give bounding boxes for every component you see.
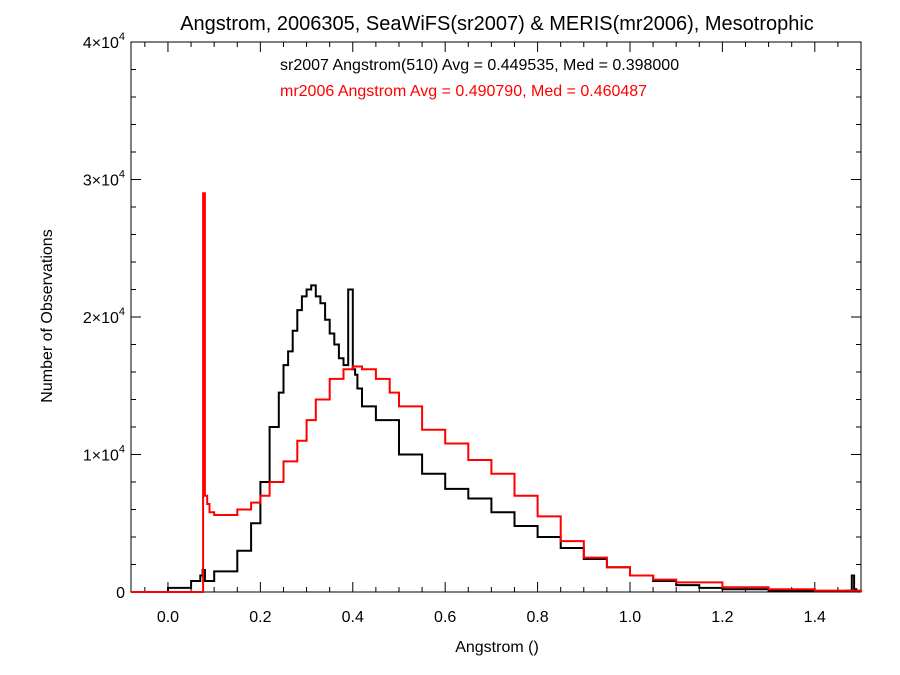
y-tick-label: 0 <box>116 585 125 602</box>
annotation-mr2006: mr2006 Angstrom Avg = 0.490790, Med = 0.… <box>280 83 647 100</box>
plot-area: 0.0 0.2 0.4 0.6 0.8 1.0 1.2 1.4 0 1×104 2×104 3×10… <box>83 31 862 626</box>
chart-title: Angstrom, 2006305, SeaWiFS(sr2007) & MER… <box>180 13 814 35</box>
x-tick-label: 0.0 <box>157 609 179 626</box>
x-tick-label: 0.8 <box>526 609 548 626</box>
annotation-sr2007: sr2007 Angstrom(510) Avg = 0.449535, Med… <box>280 57 679 74</box>
x-tick-label: 0.2 <box>249 609 271 626</box>
x-tick-label: 0.4 <box>342 609 364 626</box>
x-axis-ticks: 0.0 0.2 0.4 0.6 0.8 1.0 1.2 1.4 <box>144 42 839 626</box>
y-tick-label: 2×104 <box>83 306 125 327</box>
x-tick-label: 0.6 <box>434 609 456 626</box>
y-tick-label: 4×104 <box>83 31 125 52</box>
y-tick-label: 1×104 <box>83 444 125 465</box>
x-tick-label: 1.2 <box>711 609 733 626</box>
series-line-mr2006 <box>131 192 862 593</box>
series-layer <box>131 192 862 593</box>
x-tick-label: 1.0 <box>619 609 641 626</box>
x-axis-label: Angstrom () <box>455 639 539 656</box>
x-tick-label: 1.4 <box>804 609 826 626</box>
y-tick-label: 3×104 <box>83 169 125 190</box>
series-line-sr2007 <box>131 284 862 593</box>
y-axis-ticks: 0 1×104 2×104 3×104 4×104 <box>83 31 861 602</box>
y-axis-label: Number of Observations <box>39 229 56 402</box>
